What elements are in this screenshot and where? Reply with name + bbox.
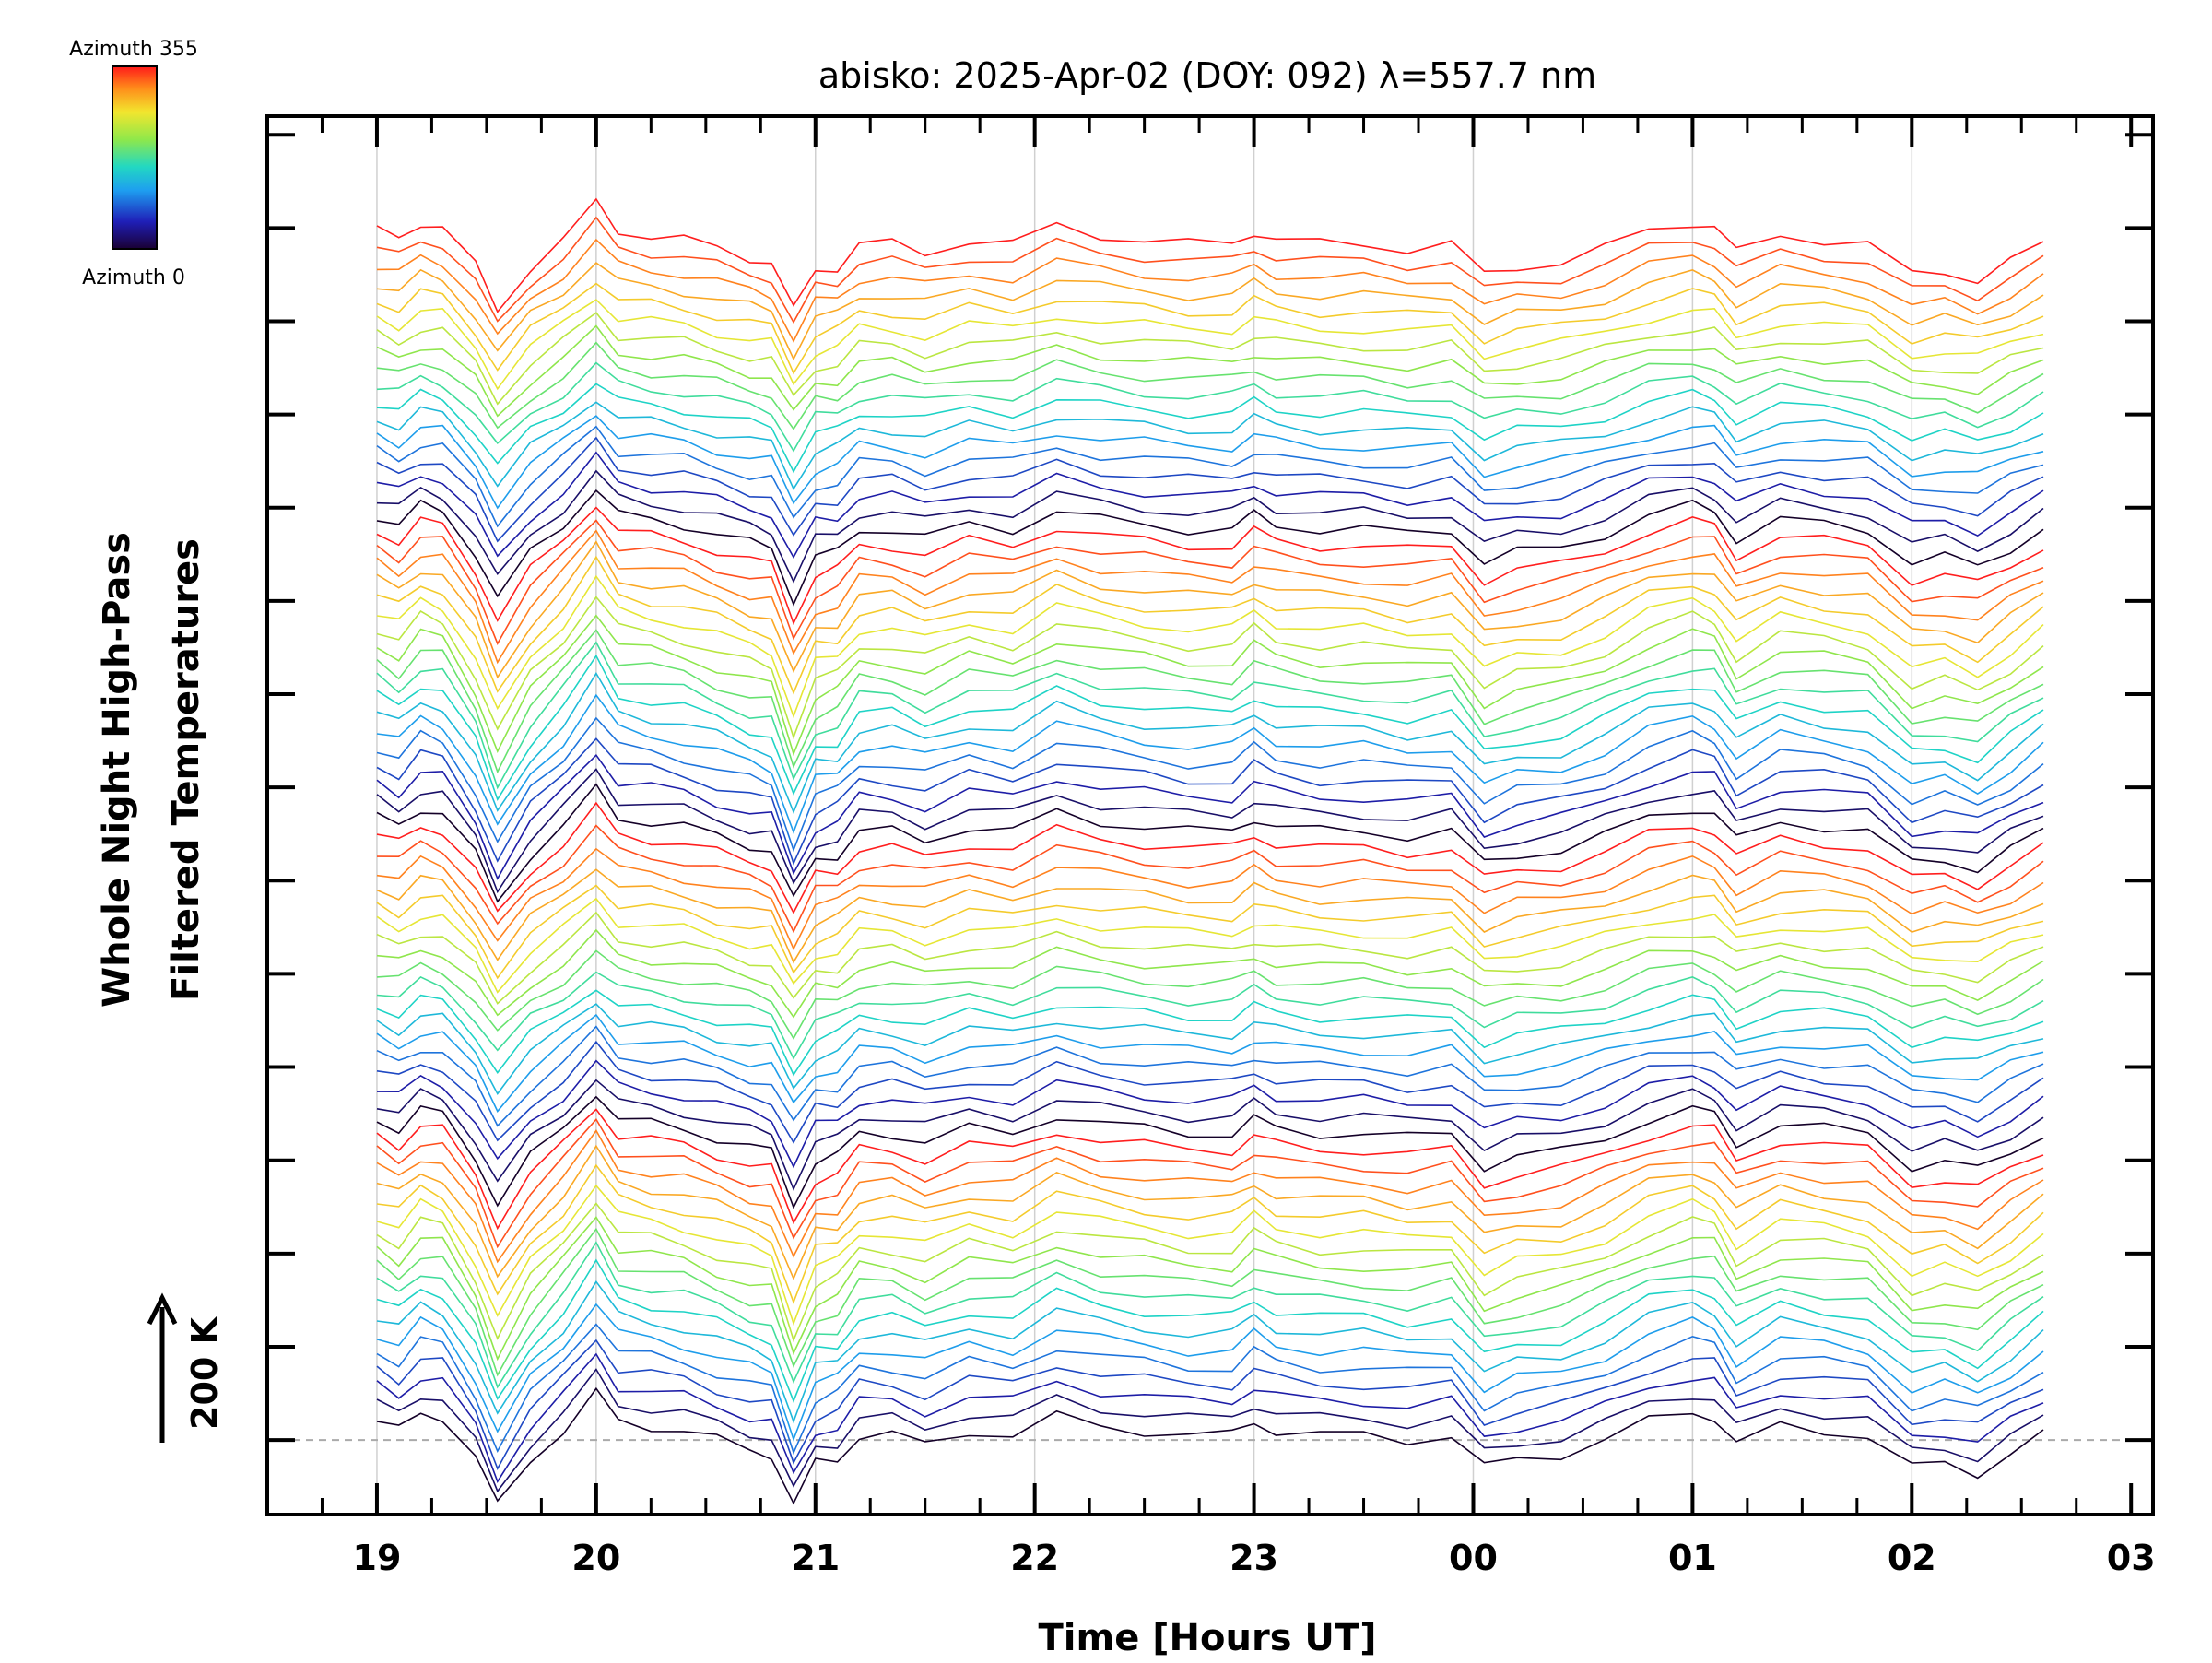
series-line [376,614,2044,757]
y-axis-label-line1: Whole Night High-Pass [96,532,138,1008]
series-line [376,1184,2044,1327]
series-line [376,519,2044,645]
series-line [376,341,2044,430]
x-tick-label: 20 [571,1538,620,1578]
series-line [376,654,2044,802]
series-line [376,824,2044,934]
series-line [376,451,2044,560]
series-line [376,641,2044,790]
series-line [376,1323,2044,1456]
series-line [376,1368,2044,1493]
series-line [376,540,2044,679]
x-tick-label: 21 [791,1538,840,1578]
series-line [376,1059,2044,1169]
series-line [376,324,2044,418]
series-line [376,1339,2044,1470]
series-line [376,897,2044,994]
series-line [376,361,2044,453]
series-line [376,282,2044,375]
series-line [376,884,2044,980]
series-line [376,949,2044,1040]
series-line [376,415,2044,510]
series-line [376,1013,2044,1113]
series-line [376,1108,2044,1231]
series-line [376,783,2044,903]
series-line [376,401,2044,490]
colorbar-bottom-label: Azimuth 0 [82,266,185,289]
x-tick-label: 02 [1888,1538,1936,1578]
series-line [376,1303,2044,1442]
series-line [376,928,2044,1019]
series-line [376,216,2044,324]
x-tick-labels: 19 20 21 22 23 00 01 02 03 [353,1538,2156,1578]
series-line [376,529,2044,665]
series-line [376,1280,2044,1424]
axis-ticks [267,116,2153,1515]
series-line [376,197,2044,313]
series-line [376,436,2044,543]
series-line [376,671,2044,815]
series-line [376,1129,2044,1264]
x-tick-label: 00 [1449,1538,1498,1578]
x-tick-label: 19 [353,1538,402,1578]
series-line [376,971,2044,1060]
scale-indicator: 200 K [147,1292,225,1443]
series-line [376,629,2044,774]
colorbar-top-label: Azimuth 355 [69,38,198,61]
series-line [376,596,2044,740]
series-line [376,1202,2044,1343]
series-line [376,716,2044,853]
series-line [376,1227,2044,1377]
plot-frame [265,114,2155,1516]
colorbar: Azimuth 355 Azimuth 0 [69,38,198,289]
series-line [376,868,2044,964]
series-line [376,299,2044,391]
series-line [376,768,2044,894]
series-line [376,238,2044,343]
series-line [376,469,2044,584]
series-group [376,197,2044,1505]
series-line [376,262,2044,361]
series-line [376,1386,2044,1505]
series-line [376,1095,2044,1209]
x-tick-label: 22 [1010,1538,1059,1578]
scale-arrow-head [147,1292,178,1326]
colorbar-gradient [112,65,158,250]
series-line [376,574,2044,719]
series-line [376,1144,2044,1281]
x-tick-label: 01 [1668,1538,1717,1578]
series-line [376,693,2044,834]
x-tick-label: 23 [1230,1538,1278,1578]
series-line [376,1003,2044,1095]
series-line [376,801,2044,914]
series-line [376,753,2044,880]
series-line [376,506,2044,626]
series-line [376,847,2044,951]
x-tick-label: 03 [2107,1538,2156,1578]
series-line [376,1241,2044,1389]
series-line [376,1258,2044,1403]
series-line [376,1025,2044,1127]
chart-title: abisko: 2025-Apr-02 (DOY: 092) λ=557.7 n… [818,55,1596,96]
scale-label: 200 K [184,1315,225,1430]
y-axis-label-line2: Filtered Temperatures [165,538,207,1001]
series-line [376,1216,2044,1362]
series-line [376,425,2044,528]
series-line [376,312,2044,406]
x-axis-label: Time [Hours UT] [1039,1617,1377,1659]
series-line [376,489,2044,607]
series-line [376,911,2044,1005]
series-line [376,1352,2044,1483]
series-line [376,1117,2044,1249]
series-line [376,989,2044,1077]
series-line [376,737,2044,866]
series-line [376,1040,2044,1144]
series-line [376,1079,2044,1191]
series-line [376,383,2044,474]
series-line [376,1163,2044,1304]
series-line [376,555,2044,695]
